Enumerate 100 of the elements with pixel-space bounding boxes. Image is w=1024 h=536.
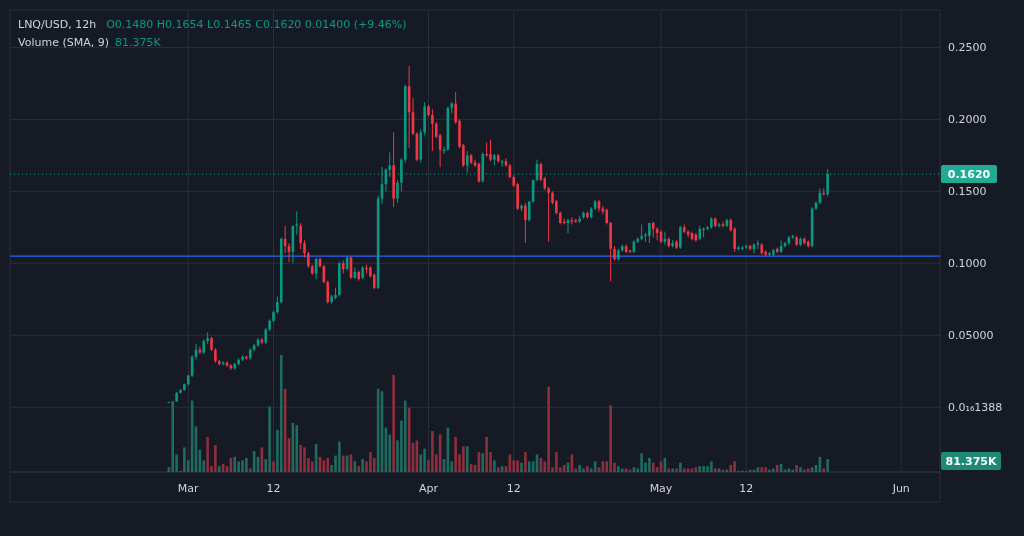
x-tick-label: Mar [177, 482, 200, 495]
bar [806, 468, 810, 472]
bar [341, 455, 345, 472]
bar [617, 466, 620, 472]
candlestick [524, 202, 527, 244]
candlestick [570, 216, 574, 225]
bar [369, 452, 372, 472]
bar [326, 457, 330, 472]
bar [609, 405, 612, 472]
bar [403, 400, 407, 472]
x-tick-label: 12 [739, 482, 754, 495]
text: 81.375K [945, 454, 997, 468]
bar [772, 468, 775, 472]
bar [516, 460, 519, 472]
bar [465, 446, 469, 472]
annotation: Volume (SMA, 9) [18, 36, 109, 49]
bar [826, 459, 829, 472]
y-tick-label: 0.2000 [948, 113, 987, 127]
x-tick-label: Apr [418, 482, 439, 495]
bar [524, 452, 527, 472]
text: O0.1480 H0.1654 L0.1465 C0.1620 0.01400 (+9.46%) [106, 18, 407, 31]
bar [361, 459, 364, 472]
bar [698, 466, 702, 472]
bar [183, 447, 186, 472]
bar [729, 464, 733, 472]
bar [640, 453, 643, 472]
bar [795, 464, 798, 472]
candlestick [400, 157, 403, 192]
bar [679, 462, 682, 472]
bar [803, 469, 806, 472]
bar [520, 462, 523, 472]
bar [279, 355, 283, 472]
candlestick [717, 222, 721, 228]
candlestick [299, 222, 302, 250]
bar [299, 445, 302, 472]
bar [295, 425, 299, 472]
bar [710, 461, 713, 472]
y-tick-label: 0.1500 [948, 185, 987, 199]
bar [578, 464, 581, 472]
bar [764, 467, 767, 472]
x-tick-label: Jun [891, 482, 910, 495]
text: LNQ/USD, 12h [18, 18, 97, 31]
candlestick [721, 221, 725, 228]
bar [241, 460, 244, 472]
bar [547, 386, 550, 472]
bar [496, 467, 500, 472]
bar [454, 436, 457, 472]
bar [272, 461, 275, 472]
candlestick [679, 225, 682, 250]
bar [206, 436, 209, 472]
candlestick [431, 108, 434, 152]
bar [733, 461, 736, 472]
bar [268, 406, 271, 472]
candlestick [527, 200, 531, 223]
bar [481, 453, 485, 472]
candlestick [489, 139, 492, 162]
bar [651, 462, 655, 472]
bar [682, 468, 686, 472]
ref-line-label: 0.1620 [947, 167, 991, 181]
y-tick-label: 0.0₁₆1388 [948, 401, 1003, 415]
bar [392, 374, 395, 472]
bar [702, 466, 705, 472]
bar [760, 467, 764, 472]
bar [423, 448, 426, 472]
x-tick-label: May [649, 482, 673, 495]
annotation: 81.375K [114, 36, 162, 49]
bar [648, 457, 651, 472]
candlestick [756, 239, 760, 250]
bar [667, 468, 671, 472]
bar [338, 441, 341, 472]
bar [245, 457, 248, 472]
candlestick [826, 168, 829, 197]
bar [675, 468, 678, 472]
x-tick-label: 12 [506, 482, 521, 495]
bar [485, 436, 488, 472]
bar [713, 468, 717, 472]
bar [217, 466, 221, 472]
bar [214, 445, 217, 472]
bar [791, 469, 795, 472]
bar [493, 460, 496, 472]
bar [303, 447, 306, 472]
candlestick [648, 222, 651, 244]
bar [527, 461, 531, 472]
bar [310, 461, 314, 472]
candlestick [465, 150, 469, 174]
bar [768, 469, 771, 472]
bar [171, 401, 175, 472]
candlestick [500, 159, 504, 168]
x-tick-label: 12 [266, 482, 281, 495]
bar [248, 468, 252, 472]
bar [620, 468, 624, 472]
bar [555, 452, 558, 472]
y-tick-label: 0.1000 [948, 257, 987, 271]
bar [671, 468, 674, 472]
bar [237, 461, 240, 472]
bar [431, 431, 434, 472]
y-tick-label: 0.2500 [948, 41, 987, 55]
bar [582, 468, 585, 472]
bar [799, 467, 802, 472]
bar [462, 446, 465, 472]
